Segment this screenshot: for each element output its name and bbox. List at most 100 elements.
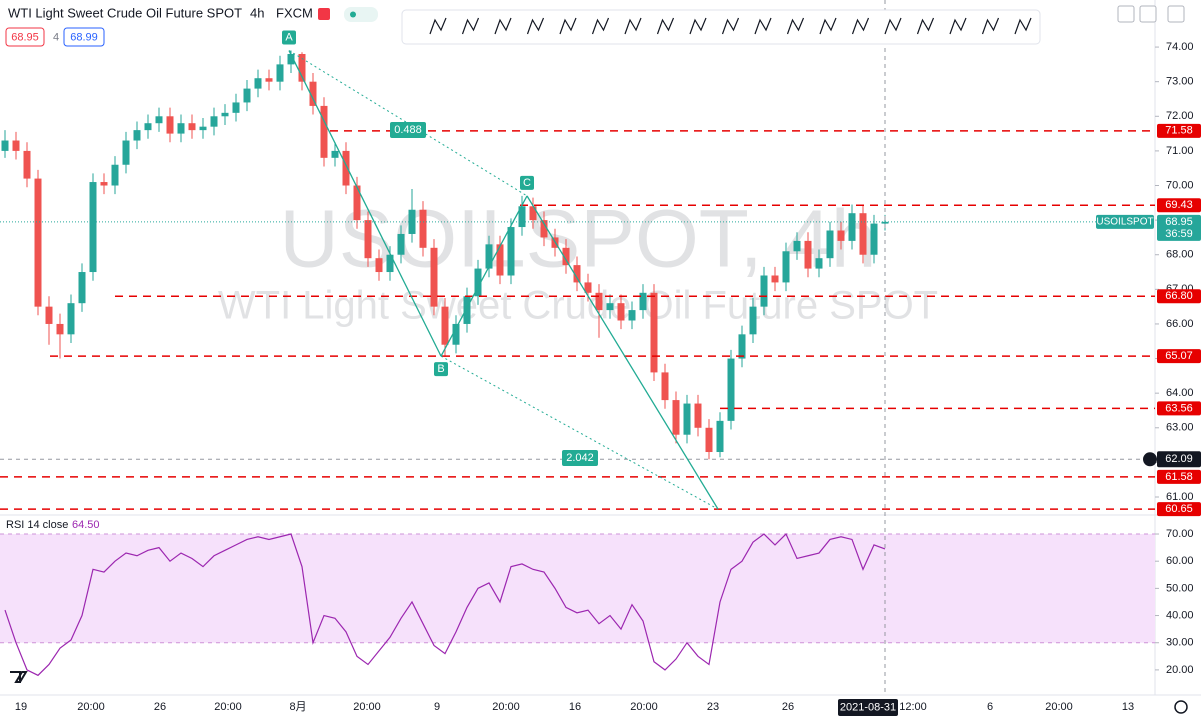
x-tick-label: 20:00 — [630, 701, 658, 713]
pattern-point-label: B — [437, 363, 444, 375]
exchange[interactable]: FXCM — [276, 5, 313, 20]
y-tick-label: 70.00 — [1166, 179, 1194, 191]
candle-body — [34, 178, 42, 307]
candle-body — [386, 254, 394, 273]
tool-icon[interactable] — [754, 17, 772, 35]
countdown: 36:59 — [1165, 228, 1193, 240]
tool-icon[interactable] — [884, 17, 902, 35]
tool-icon[interactable] — [429, 17, 447, 35]
pattern-point-label: C — [523, 177, 531, 189]
candle-body — [331, 150, 339, 158]
x-tick-label: 19 — [15, 701, 27, 713]
settings-gear[interactable] — [1174, 700, 1188, 714]
rsi-title: RSI 14 close — [6, 519, 68, 531]
candle-body — [661, 372, 669, 401]
symbol-title[interactable]: WTI Light Sweet Crude Oil Future SPOT — [8, 5, 242, 20]
candle-body — [89, 182, 97, 273]
tool-icon[interactable] — [559, 17, 577, 35]
level-label: 61.58 — [1165, 471, 1193, 483]
candle-body — [672, 400, 680, 435]
tool-icon[interactable] — [526, 17, 545, 35]
add-alert-button[interactable] — [1143, 452, 1157, 467]
y-tick-label: 72.00 — [1166, 110, 1194, 122]
x-tick-label: 20:00 — [353, 701, 381, 713]
candle-body — [705, 427, 713, 453]
tool-icon[interactable] — [819, 17, 837, 35]
candle-body — [617, 303, 625, 321]
candle-body — [716, 420, 724, 453]
x-tick-label: 20:00 — [214, 701, 242, 713]
candle-body — [463, 296, 471, 324]
x-tick-label: 20:00 — [77, 701, 105, 713]
x-tick-label: 13 — [1122, 701, 1134, 713]
y-tick-label: 50.00 — [1166, 582, 1194, 594]
y-tick-label: 63.00 — [1166, 422, 1194, 434]
candle-body — [188, 123, 196, 131]
level-label-box — [1157, 349, 1201, 364]
x-tick-label: 26 — [154, 701, 166, 713]
candle-body — [727, 358, 735, 421]
candle-body — [738, 334, 746, 359]
x-tick-label: 8月 — [289, 701, 306, 713]
tool-icon[interactable] — [721, 17, 740, 35]
buy-button[interactable] — [63, 27, 105, 47]
scroll-button[interactable] — [1117, 5, 1135, 23]
candle-body — [771, 275, 779, 283]
tool-icon[interactable] — [851, 17, 870, 35]
x-tick-label: 12:00 — [899, 701, 927, 713]
candle-body — [683, 403, 691, 435]
reset-button[interactable] — [1139, 5, 1157, 23]
candle-body — [452, 323, 460, 345]
tool-icon[interactable] — [494, 17, 512, 35]
x-tick-label: 9 — [434, 701, 440, 713]
x-tick-label: 26 — [782, 701, 794, 713]
tool-icon[interactable] — [949, 17, 967, 35]
pattern-leg — [440, 195, 528, 357]
candle-body — [287, 53, 295, 65]
candle-body — [12, 140, 20, 151]
tool-icon[interactable] — [461, 17, 480, 35]
level-label-box — [1157, 502, 1201, 517]
y-tick-label: 71.00 — [1166, 145, 1194, 157]
y-tick-label: 64.00 — [1166, 387, 1194, 399]
ratio-box — [390, 122, 426, 138]
spread: 4 — [53, 31, 59, 43]
tool-icon[interactable] — [981, 17, 1000, 35]
candle-body — [870, 223, 878, 255]
candle-body — [628, 310, 636, 321]
tool-icon[interactable] — [786, 17, 805, 35]
sell-button[interactable] — [5, 27, 45, 47]
level-label: 71.58 — [1165, 125, 1193, 137]
last-price-box — [1157, 214, 1201, 241]
flag-icon[interactable] — [318, 8, 330, 20]
candle-body — [166, 116, 174, 134]
candle-body — [56, 323, 64, 335]
candle-body — [804, 240, 812, 269]
sell-price[interactable]: 68.95 — [11, 31, 39, 43]
y-tick-label: 40.00 — [1166, 609, 1194, 621]
crosshair-price-label: 62.09 — [1165, 453, 1193, 465]
candle-body — [78, 272, 86, 304]
tool-icon[interactable] — [591, 17, 610, 35]
candle-body — [232, 102, 240, 113]
tool-icon[interactable] — [916, 17, 935, 35]
candle-body — [265, 78, 273, 82]
tool-icon[interactable] — [624, 17, 642, 35]
rsi-value: 64.50 — [72, 519, 100, 531]
tool-icon[interactable] — [1014, 17, 1032, 35]
settings-button[interactable] — [1167, 5, 1185, 23]
candle-body — [496, 244, 504, 276]
y-tick-label: 60.00 — [1166, 555, 1194, 567]
buy-price[interactable]: 68.99 — [70, 31, 98, 43]
tool-icon[interactable] — [656, 17, 675, 35]
tool-icon[interactable] — [689, 17, 707, 35]
candle-body — [518, 206, 526, 228]
y-tick-label: 68.00 — [1166, 249, 1194, 261]
candle-body — [243, 88, 251, 103]
interval[interactable]: 4h — [250, 5, 264, 20]
crosshair-price-box — [1157, 451, 1201, 468]
toolbar-icons — [429, 17, 1032, 35]
candle-body — [782, 251, 790, 283]
candle-body — [430, 247, 438, 307]
drawing-toolbar — [401, 9, 1041, 45]
